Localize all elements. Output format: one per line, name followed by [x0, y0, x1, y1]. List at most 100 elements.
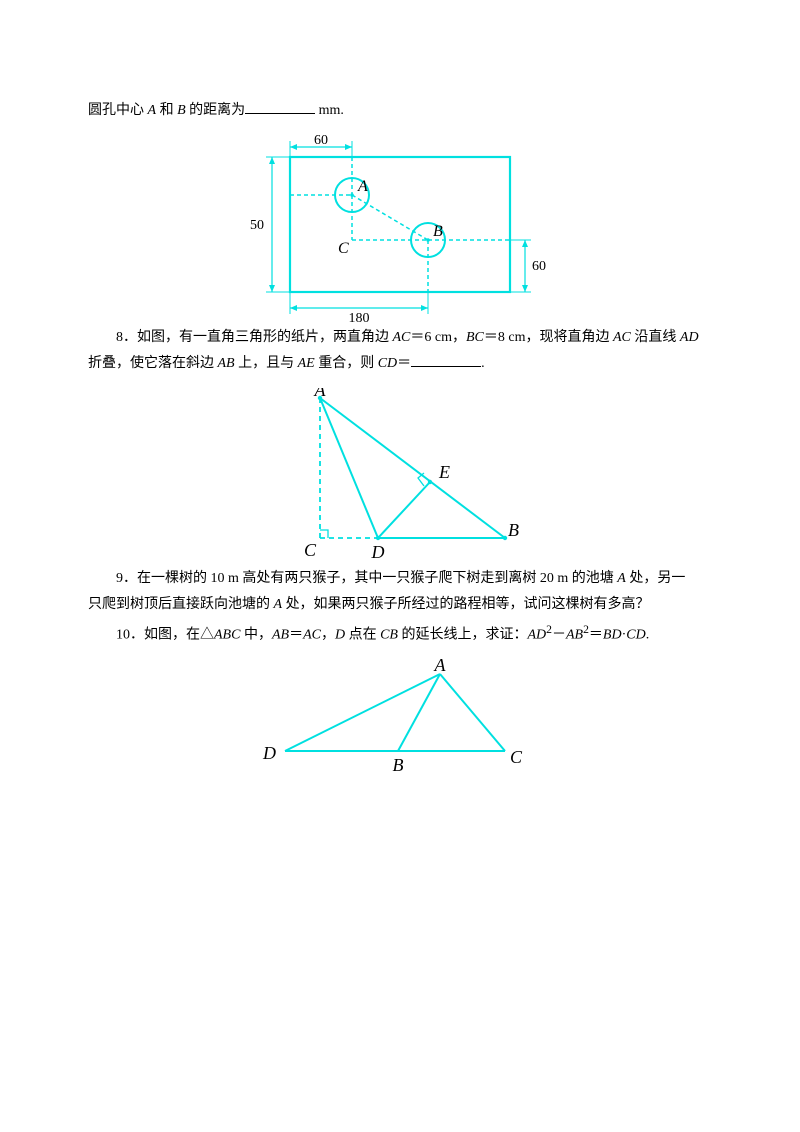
q9-1: 在一棵树的 10 m 高处有两只猴子，其中一只猴子爬下树走到离树 20 m 的池… — [137, 571, 617, 586]
q10-1e: 的延长线上，求证： — [398, 628, 528, 643]
q8-eq2: ＝8 cm，现将直角边 — [484, 330, 613, 345]
q7-dot-a — [350, 193, 354, 197]
q10-eq2: ＝ — [589, 628, 603, 643]
q10-line1: 10．如图，在△ABC 中，AB＝AC，D 点在 CB 的延长线上，求证：AD2… — [88, 619, 712, 649]
q10-eq1: ＝ — [289, 628, 303, 643]
q8-ab: AB — [218, 356, 235, 371]
q8-dot-d — [376, 536, 380, 540]
q7-label-a: A — [357, 178, 368, 195]
q10-ad2: AD — [527, 628, 546, 643]
q8-line1: 8．如图，有一直角三角形的纸片，两直角边 AC＝6 cm，BC＝8 cm，现将直… — [88, 325, 712, 352]
q7-line: 圆孔中心 A 和 B 的距离为 mm. — [88, 98, 712, 125]
q10-period: . — [646, 628, 650, 643]
q8-label-e: E — [438, 462, 450, 482]
q8-2c: 重合，则 — [315, 356, 378, 371]
q7-dim-right-arrt — [522, 240, 528, 247]
q7-dim-bot-arrr — [421, 305, 428, 311]
q9-num: 9． — [116, 571, 137, 586]
q8-ad: AD — [680, 330, 699, 345]
q7-blank — [245, 99, 315, 114]
q8-ab-line — [320, 398, 505, 538]
q10-cd: CD — [626, 628, 645, 643]
q7-mid: 和 — [156, 103, 177, 118]
q8-de-line — [378, 482, 430, 538]
q10-label-b: B — [393, 755, 404, 775]
q9-2a: 只爬到树顶后直接跃向池塘的 — [88, 597, 274, 612]
q10-ac: AC — [303, 628, 321, 643]
q7-dim-left-arrt — [269, 157, 275, 164]
q7-dim-right-arrb — [522, 285, 528, 292]
q7-label-c: C — [338, 240, 349, 257]
q8-eq1: ＝6 cm， — [410, 330, 466, 345]
q7-dim-top: 60 — [314, 135, 328, 148]
q9-A: A — [617, 571, 626, 586]
q10-1d: 点在 — [345, 628, 380, 643]
q8-ac2: AC — [613, 330, 631, 345]
q10-1c: ， — [321, 628, 335, 643]
q8-2b: 上，且与 — [235, 356, 298, 371]
q8-ac: AC — [393, 330, 411, 345]
q8-label-a: A — [314, 388, 327, 400]
q8-dot-e — [428, 480, 432, 484]
q9-A2: A — [274, 597, 283, 612]
q8-figure: A E B C D — [88, 388, 712, 566]
q8-right-c — [320, 530, 328, 538]
q8-label-c: C — [304, 540, 317, 560]
q8-cd: CD — [378, 356, 397, 371]
q10-bd: BD — [603, 628, 622, 643]
q8-period: . — [481, 356, 485, 371]
q7-figure: 60 150 180 60 A B C — [88, 135, 712, 325]
q8-1b: 沿直线 — [631, 330, 680, 345]
q7-dim-bot-arrl — [290, 305, 297, 311]
q7-label-b: B — [433, 223, 443, 240]
q10-ba-line — [398, 674, 440, 751]
q7-dim-left: 150 — [250, 218, 264, 233]
q8-label-b: B — [508, 520, 519, 540]
q10-ca-line — [440, 674, 505, 751]
q10-label-c: C — [510, 747, 523, 767]
q7-dim-top-arrr — [345, 144, 352, 150]
q8-dot-b — [503, 536, 507, 540]
q10-abc: ABC — [214, 628, 240, 643]
q10-1b: 中， — [240, 628, 272, 643]
q9-line1: 9．在一棵树的 10 m 高处有两只猴子，其中一只猴子爬下树走到离树 20 m … — [88, 566, 712, 593]
q7-post: 的距离为 — [186, 103, 246, 118]
q7-unit: mm. — [315, 103, 344, 118]
q8-line2: 折叠，使它落在斜边 AB 上，且与 AE 重合，则 CD＝. — [88, 351, 712, 378]
q7-dot-b — [426, 238, 430, 242]
q7-dim-right: 60 — [532, 259, 546, 274]
q7-B: B — [177, 103, 186, 118]
q7-dim-left-arrb — [269, 285, 275, 292]
q8-ae: AE — [298, 356, 315, 371]
q10-ab2: AB — [566, 628, 583, 643]
q8-label-d: D — [371, 542, 385, 562]
q8-1a: 如图，有一直角三角形的纸片，两直角边 — [137, 330, 393, 345]
q10-1a: 如图，在△ — [144, 628, 214, 643]
q10-ab: AB — [272, 628, 289, 643]
q8-2a: 折叠，使它落在斜边 — [88, 356, 218, 371]
q7-pre: 圆孔中心 — [88, 103, 148, 118]
q7-svg: 60 150 180 60 A B C — [250, 135, 550, 325]
q7-dim-bottom: 180 — [349, 311, 370, 325]
q10-minus: － — [552, 628, 566, 643]
q9-1p: 处，另一 — [626, 571, 686, 586]
q10-label-d: D — [262, 743, 276, 763]
q10-svg: A D B C — [260, 659, 540, 779]
q8-blank — [411, 352, 481, 367]
q7-dim-top-arrl — [290, 144, 297, 150]
q9-2b: 处，如果两只猴子所经过的路程相等，试问这棵树有多高？ — [282, 597, 650, 612]
q10-figure: A D B C — [88, 659, 712, 779]
q7-rect — [290, 157, 510, 292]
q7-A: A — [148, 103, 157, 118]
q10-cb: CB — [380, 628, 398, 643]
q7-dashed-ab — [352, 195, 428, 240]
q10-d: D — [335, 628, 345, 643]
q8-svg: A E B C D — [260, 388, 540, 566]
q10-label-a: A — [434, 659, 447, 675]
q9-line2: 只爬到树顶后直接跃向池塘的 A 处，如果两只猴子所经过的路程相等，试问这棵树有多… — [88, 592, 712, 619]
q8-num: 8． — [116, 330, 137, 345]
q10-num: 10． — [116, 628, 144, 643]
q8-bc: BC — [466, 330, 484, 345]
q10-da-line — [285, 674, 440, 751]
q8-eq3: ＝ — [397, 356, 411, 371]
